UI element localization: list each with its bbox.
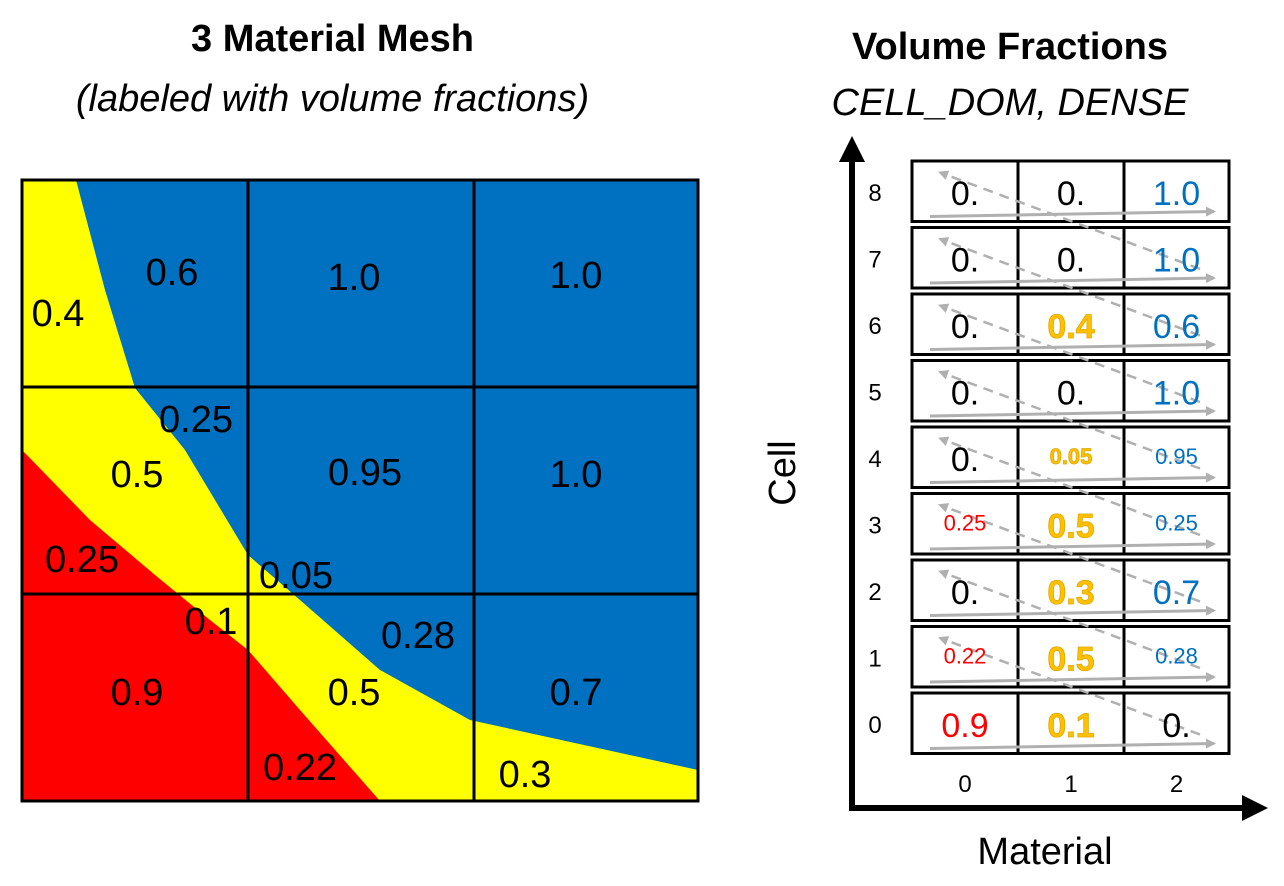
row-arrow-2 (929, 605, 1216, 617)
return-arrow-2 (938, 503, 1201, 603)
mesh-labels: 0.4 0.6 1.0 1.0 0.25 0.5 0.25 0.95 0.05 1.0 0.1 0.9… (32, 252, 603, 796)
mesh-label-cell3-red: 0.25 (45, 539, 119, 581)
cell-index-4: 4 (868, 446, 881, 473)
row-arrow-5 (929, 406, 1216, 418)
table-value-8-1: 0. (1057, 175, 1085, 213)
mesh-red-region (22, 450, 380, 801)
table-value-3-1: 0.5 (1047, 508, 1094, 546)
cell-index-7: 7 (868, 247, 881, 274)
mesh-label-cell4-blue: 0.95 (328, 452, 402, 494)
table-subtitle: CELL_DOM, DENSE (831, 82, 1189, 124)
material-index-1: 1 (1064, 771, 1077, 798)
table-cell-3-1 (1016, 492, 1126, 556)
material-axis-label: Material (977, 831, 1112, 873)
table-value-0-0: 0.9 (941, 707, 988, 745)
row-arrow-8 (929, 206, 1216, 218)
cell-index-2: 2 (868, 579, 881, 606)
mesh-label-cell7-blue: 1.0 (328, 257, 381, 299)
row-arrow-3 (929, 539, 1216, 551)
mesh-label-cell0-red: 0.9 (111, 672, 164, 714)
volume-fraction-table: Cell Material 0.9 0.1 0.0.22 0.5 0.280. 0.3 0.… (762, 136, 1268, 873)
table-title: Volume Fractions (851, 26, 1169, 68)
cell-index-0: 0 (868, 712, 881, 739)
table-cell-1-0 (910, 625, 1020, 689)
row-arrow-1 (929, 672, 1216, 684)
table-value-1-1: 0.5 (1047, 641, 1094, 679)
mesh-diagram: 0.4 0.6 1.0 1.0 0.25 0.5 0.25 0.95 0.05 1.0 0.1 0.9… (20, 178, 700, 803)
return-arrow-0 (938, 636, 1201, 736)
mesh-label-cell4-yellow: 0.05 (259, 555, 333, 597)
table-value-5-1: 0. (1057, 375, 1085, 413)
mesh-label-cell0-yellow: 0.1 (185, 601, 238, 643)
table-value-1-0: 0.22 (944, 644, 987, 669)
table-value-3-2: 0.25 (1155, 511, 1198, 536)
table-value-7-0: 0. (951, 242, 979, 280)
cell-index-6: 6 (868, 313, 881, 340)
mesh-label-cell1-blue: 0.28 (381, 615, 455, 657)
mesh-label-cell5-blue: 1.0 (550, 454, 603, 496)
table-cell-5-1 (1016, 359, 1126, 423)
cell-index-3: 3 (868, 513, 881, 540)
mesh-subtitle: (labeled with volume fractions) (75, 78, 590, 120)
mesh-label-cell3-yellow: 0.5 (111, 454, 164, 496)
table-value-4-0: 0. (951, 441, 979, 479)
mesh-label-cell1-red: 0.22 (263, 747, 337, 789)
table-value-4-1: 0.05 (1050, 444, 1093, 469)
table-value-4-2: 0.95 (1155, 444, 1198, 469)
mesh-label-cell1-yellow: 0.5 (328, 672, 381, 714)
row-arrow-7 (929, 273, 1216, 285)
table-value-7-2: 1.0 (1153, 242, 1200, 280)
mesh-label-cell6-blue: 0.6 (146, 252, 199, 294)
table-cell-6-1 (1016, 292, 1126, 356)
table-value-5-2: 1.0 (1153, 375, 1200, 413)
table-value-5-0: 0. (951, 375, 979, 413)
return-arrow-3 (938, 436, 1201, 537)
cell-index-1: 1 (868, 646, 881, 673)
table-value-6-1: 0.4 (1047, 308, 1094, 346)
traversal-arrows (929, 170, 1216, 750)
table-values: 0.9 0.1 0. 0.22 0.5 0.28 0. 0.3 0.7 0.25 0.5 0.25 0.… (941, 175, 1200, 745)
material-index-2: 2 (1170, 771, 1183, 798)
return-arrow-7 (938, 170, 1201, 271)
mesh-label-cell2-yellow: 0.3 (499, 754, 552, 796)
return-arrow-6 (938, 237, 1201, 337)
table-cell-0-1 (1016, 691, 1126, 755)
cell-index-8: 8 (868, 180, 881, 207)
table-value-0-2: 0. (1162, 707, 1190, 745)
mesh-label-cell3-blue: 0.25 (159, 399, 233, 441)
return-arrow-1 (938, 569, 1201, 670)
cell-index-5: 5 (868, 380, 881, 407)
table-value-8-2: 1.0 (1153, 175, 1200, 213)
mesh-label-cell8-blue: 1.0 (550, 255, 603, 297)
mesh-label-cell2-blue: 0.7 (550, 672, 603, 714)
table-value-2-2: 0.7 (1153, 574, 1200, 612)
material-index-0: 0 (958, 771, 971, 798)
row-arrow-4 (929, 472, 1216, 484)
table-value-1-2: 0.28 (1155, 644, 1198, 669)
cell-indices: 0 1 2 3 4 5 6 7 8 (868, 180, 881, 739)
table-value-7-1: 0. (1057, 242, 1085, 280)
table-value-3-0: 0.25 (944, 511, 987, 536)
material-indices: 0 1 2 (958, 771, 1183, 798)
table-value-2-1: 0.3 (1047, 574, 1094, 612)
table-value-0-1: 0.1 (1047, 707, 1094, 745)
table-cell-0-0 (910, 691, 1020, 755)
table-cell-6-0 (910, 292, 1020, 356)
return-arrow-5 (938, 303, 1201, 404)
table-value-6-2: 0.6 (1153, 308, 1200, 346)
table-cell-4-0 (910, 425, 1020, 489)
mesh-grid (20, 178, 700, 803)
row-arrow-0 (929, 738, 1216, 750)
table-value-8-0: 0. (951, 175, 979, 213)
table-value-6-0: 0. (951, 308, 979, 346)
return-arrow-4 (938, 370, 1201, 470)
cell-axis-label: Cell (762, 440, 804, 505)
table-value-2-0: 0. (951, 574, 979, 612)
mesh-label-cell6-yellow: 0.4 (32, 293, 85, 335)
mesh-title: 3 Material Mesh (191, 18, 474, 60)
row-arrow-6 (929, 339, 1216, 351)
